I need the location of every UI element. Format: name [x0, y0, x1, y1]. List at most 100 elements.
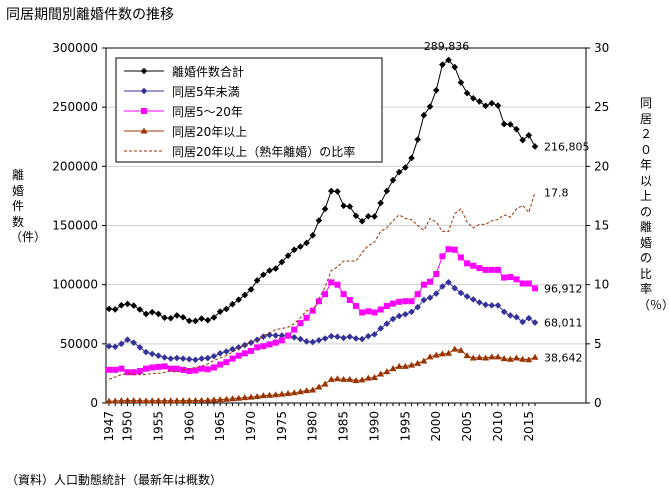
data-point	[297, 335, 304, 343]
data-point	[451, 284, 459, 292]
data-point	[507, 312, 514, 319]
data-point	[229, 345, 236, 353]
data-point	[457, 79, 465, 86]
x-tick-label: 1990	[367, 411, 381, 442]
series-0	[105, 56, 539, 325]
data-point	[161, 314, 168, 322]
y-tick-label: 200000	[52, 159, 98, 173]
y-right-tick-label: 0	[594, 396, 602, 410]
data-point	[396, 298, 403, 305]
y-axis-right-label: 同居２０年以上の離婚の比率（％）	[638, 96, 670, 312]
data-point	[340, 334, 347, 342]
data-point	[358, 335, 366, 343]
data-point	[370, 374, 378, 381]
data-point	[340, 291, 347, 298]
data-point	[155, 310, 162, 318]
data-point	[432, 87, 440, 94]
data-point	[513, 313, 520, 321]
data-point	[371, 213, 378, 220]
legend: 離婚件数合計同居5年未満同居5～20年同居20年以上同居20年以上（熟年離婚）の…	[115, 57, 383, 163]
data-point	[266, 391, 274, 398]
data-point	[143, 365, 150, 372]
data-point	[272, 391, 280, 398]
data-point	[377, 199, 384, 207]
data-point	[525, 356, 533, 363]
data-point	[469, 354, 477, 361]
data-point	[241, 394, 249, 401]
data-point	[241, 350, 248, 357]
data-point	[383, 302, 390, 309]
data-point	[118, 301, 125, 309]
data-point	[408, 361, 416, 368]
data-point	[439, 253, 446, 260]
data-point	[284, 390, 292, 397]
data-point	[321, 205, 329, 213]
data-point	[500, 308, 508, 316]
data-point	[426, 103, 434, 110]
last-total-label: 216,805	[544, 140, 590, 153]
data-point	[278, 258, 286, 266]
data-point	[272, 332, 279, 339]
data-point	[439, 283, 446, 290]
data-point	[408, 308, 415, 316]
data-point	[463, 352, 471, 359]
data-point	[494, 266, 501, 273]
series-layer	[105, 56, 539, 404]
x-tick-label: 1947	[102, 411, 116, 442]
data-point	[285, 332, 292, 339]
data-point	[111, 306, 119, 313]
data-point	[223, 305, 230, 313]
data-point	[167, 314, 175, 322]
legend-item-1: 同居5年未満	[124, 85, 240, 99]
data-point	[432, 290, 440, 297]
y-tick-label: 150000	[52, 219, 98, 233]
data-point	[247, 286, 255, 293]
data-point	[346, 297, 353, 304]
data-point	[185, 355, 193, 363]
legend-item-0: 離婚件数合計	[124, 64, 244, 79]
data-point	[395, 168, 403, 176]
data-point	[513, 125, 520, 133]
last-ratio-label: 17.8	[544, 186, 569, 199]
x-tick-label: 1955	[151, 411, 165, 442]
data-point	[228, 395, 236, 402]
data-point	[371, 309, 378, 316]
data-point	[475, 353, 483, 360]
data-point	[136, 344, 144, 351]
data-point	[148, 308, 156, 316]
y-axis-right-ticks: 0 5 10 15 20 25 30	[586, 41, 609, 410]
data-point	[130, 369, 137, 376]
data-point	[260, 333, 267, 341]
series-line	[108, 192, 536, 380]
data-point	[402, 298, 409, 305]
data-point	[532, 285, 538, 292]
data-point	[112, 366, 119, 373]
data-point	[512, 354, 520, 361]
data-point	[111, 397, 119, 404]
data-point	[334, 188, 341, 195]
data-point	[519, 355, 527, 362]
data-point	[303, 239, 310, 247]
data-point	[500, 120, 508, 128]
data-point	[519, 136, 526, 144]
data-point	[309, 386, 317, 393]
data-point	[130, 339, 137, 346]
data-point	[469, 296, 477, 303]
data-point	[433, 271, 440, 278]
legend-item-2: 同居5～20年	[124, 105, 243, 119]
data-point	[507, 273, 514, 280]
data-point	[229, 355, 236, 362]
data-point	[185, 317, 193, 325]
data-point	[457, 346, 465, 353]
data-point	[494, 302, 502, 309]
data-point	[297, 320, 304, 327]
data-point	[191, 397, 199, 404]
data-point	[476, 299, 483, 306]
y-tick-label: 300000	[52, 41, 98, 55]
data-point	[192, 317, 199, 325]
data-point	[488, 99, 496, 107]
data-point	[315, 298, 322, 305]
data-point	[352, 302, 359, 309]
data-point	[204, 354, 212, 362]
data-point	[148, 397, 156, 404]
